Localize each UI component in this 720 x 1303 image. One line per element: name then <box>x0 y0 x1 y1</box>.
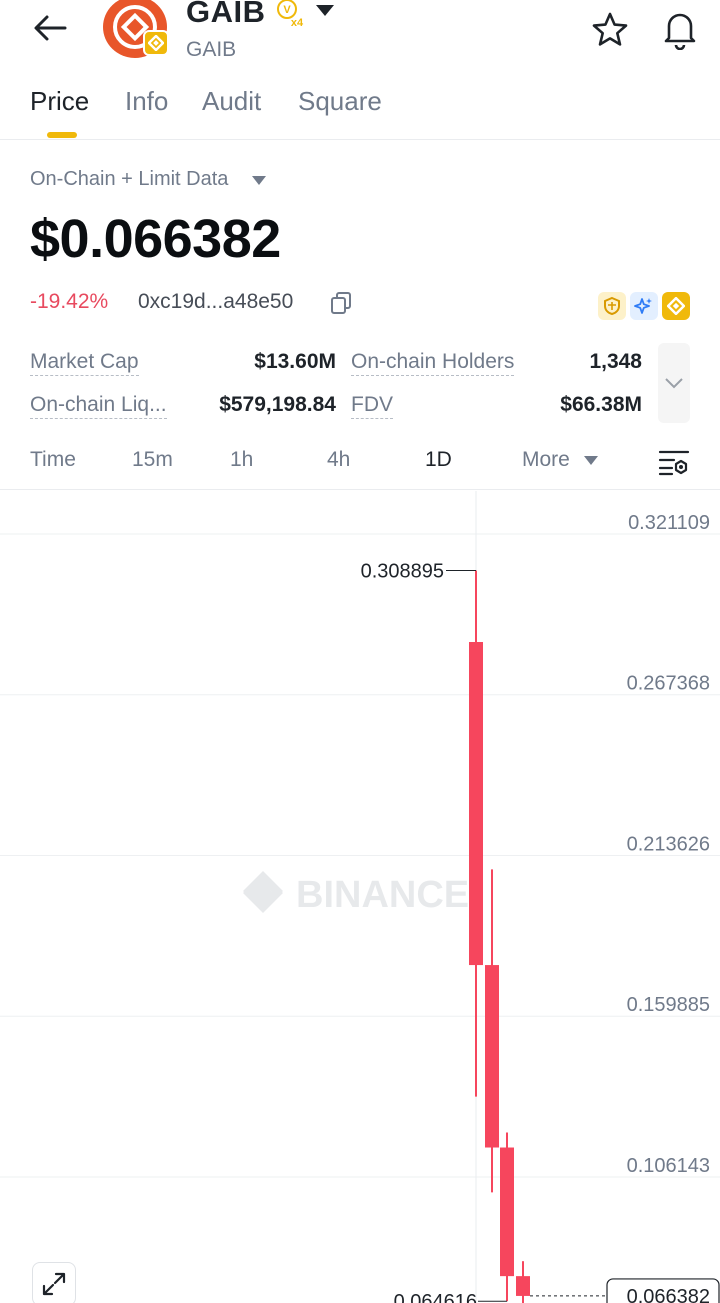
candle-body <box>469 642 483 966</box>
y-tick-label: 0.267368 <box>627 673 710 695</box>
liquidity-label[interactable]: On-chain Liq... <box>30 393 167 419</box>
back-button[interactable] <box>28 8 72 48</box>
fullscreen-button[interactable] <box>32 1262 76 1303</box>
active-tab-indicator <box>47 132 77 138</box>
holders-value: 1,348 <box>589 350 642 373</box>
vx-multiplier: x4 <box>291 17 304 28</box>
token-symbol: GAIB <box>186 38 237 61</box>
chevron-down-icon <box>665 378 683 389</box>
token-logo <box>103 0 169 58</box>
watermark-text: BINANCE <box>296 874 469 916</box>
high-price-label: 0.308895 <box>361 561 444 583</box>
tab-audit[interactable]: Audit <box>202 86 262 116</box>
tab-price[interactable]: Price <box>30 86 90 116</box>
price-change-percent: -19.42% <box>30 290 109 313</box>
top-bar: GAIB V x4 GAIB <box>0 0 720 70</box>
bnb-badge-icon[interactable] <box>662 292 690 320</box>
copy-icon[interactable] <box>330 291 352 315</box>
audit-shield-badge-icon[interactable] <box>598 292 626 320</box>
vx-letter: V <box>283 4 291 16</box>
current-price: $0.066382 <box>30 209 281 269</box>
ai-sparkle-badge-icon[interactable] <box>630 292 658 320</box>
fdv-label[interactable]: FDV <box>351 393 393 419</box>
candle-body <box>485 965 499 1148</box>
token-switch-caret-icon[interactable] <box>316 5 334 16</box>
binance-watermark: BINANCE <box>243 871 469 916</box>
holders-label[interactable]: On-chain Holders <box>351 350 515 376</box>
interval-more[interactable]: More <box>522 448 570 471</box>
expand-stats-button[interactable] <box>658 343 690 423</box>
token-logo-glyph-icon <box>113 5 157 49</box>
interval-4h[interactable]: 4h <box>327 448 351 471</box>
more-caret-icon[interactable] <box>584 456 598 465</box>
interval-1h[interactable]: 1h <box>230 448 254 471</box>
y-tick-label: 0.321109 <box>628 512 710 534</box>
candle-body <box>500 1147 514 1277</box>
tab-square[interactable]: Square <box>298 86 382 116</box>
liquidity-value: $579,198.84 <box>219 393 336 416</box>
market-cap-label[interactable]: Market Cap <box>30 350 139 376</box>
fdv-value: $66.38M <box>560 393 642 416</box>
back-arrow-icon <box>34 15 67 41</box>
y-tick-label: 0.213626 <box>627 834 710 856</box>
last-price-label: 0.066382 <box>627 1286 710 1303</box>
bell-icon[interactable] <box>660 8 700 50</box>
interval-15m[interactable]: 15m <box>132 448 173 471</box>
star-icon[interactable] <box>590 10 630 50</box>
contract-address: 0xc19d...a48e50 <box>138 290 294 313</box>
interval-time[interactable]: Time <box>30 448 76 471</box>
price-chart[interactable]: BINANCE 0.321109 0.267368 0.213626 0.159885… <box>0 491 720 1303</box>
y-tick-label: 0.159885 <box>627 994 710 1016</box>
tab-info[interactable]: Info <box>125 86 169 116</box>
chart-settings-icon[interactable] <box>658 446 690 478</box>
interval-selector: Time 15m 1h 4h 1D More <box>0 440 720 490</box>
last-price-tag <box>606 1278 720 1303</box>
expand-arrows-icon <box>42 1272 66 1296</box>
page-tabs: Price Info Audit Square <box>0 78 720 140</box>
market-cap-value: $13.60M <box>254 350 336 373</box>
y-tick-label: 0.106143 <box>627 1155 710 1177</box>
candle-body <box>516 1276 530 1296</box>
interval-1d[interactable]: 1D <box>425 448 452 471</box>
vx-badge-icon: V x4 <box>277 0 304 28</box>
data-source-caret-icon[interactable] <box>252 176 266 185</box>
low-price-label: 0.064616 <box>394 1291 477 1303</box>
token-name[interactable]: GAIB <box>186 0 266 29</box>
data-source-selector[interactable]: On-Chain + Limit Data <box>30 168 229 190</box>
bnb-chain-badge-icon <box>143 30 169 56</box>
